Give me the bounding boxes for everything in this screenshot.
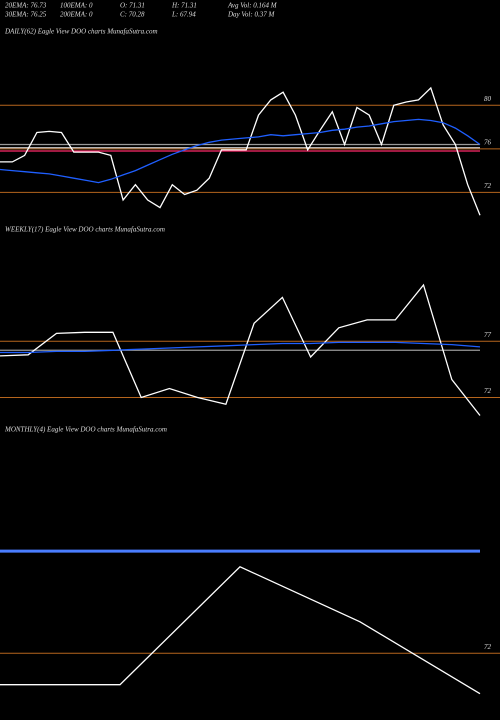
panel-title: MONTHLY(4) Eagle View DOO charts MunafaS… [4,426,167,434]
header-stat: 100EMA: 0 [60,2,93,10]
header-stat: Avg Vol: 0.164 M [227,2,278,10]
price-line [0,566,481,695]
price-line [0,86,481,216]
header-stat: H: 71.31 [171,2,197,10]
header-stat: L: 67.94 [171,11,196,19]
header-stat: 200EMA: 0 [60,11,93,19]
header-stat: Day Vol: 0.37 M [227,11,275,19]
price-line [0,283,481,416]
y-tick-label: 80 [484,95,492,103]
y-tick-label: 76 [484,138,492,146]
y-tick-label: 77 [484,331,492,339]
price-line [0,118,481,184]
panel-title: WEEKLY(17) Eagle View DOO charts MunafaS… [5,226,165,234]
header-stat: 30EMA: 76.25 [4,11,47,19]
y-tick-label: 72 [484,182,492,190]
y-tick-label: 72 [484,387,492,395]
y-tick-label: 72 [484,643,492,651]
header-stat: O: 71.31 [120,2,145,10]
header-stat: 20EMA: 76.73 [5,2,47,10]
panel-title: DAILY(62) Eagle View DOO charts MunafaSu… [4,28,158,36]
price-line [0,341,481,354]
header-stat: C: 70.28 [120,11,145,19]
